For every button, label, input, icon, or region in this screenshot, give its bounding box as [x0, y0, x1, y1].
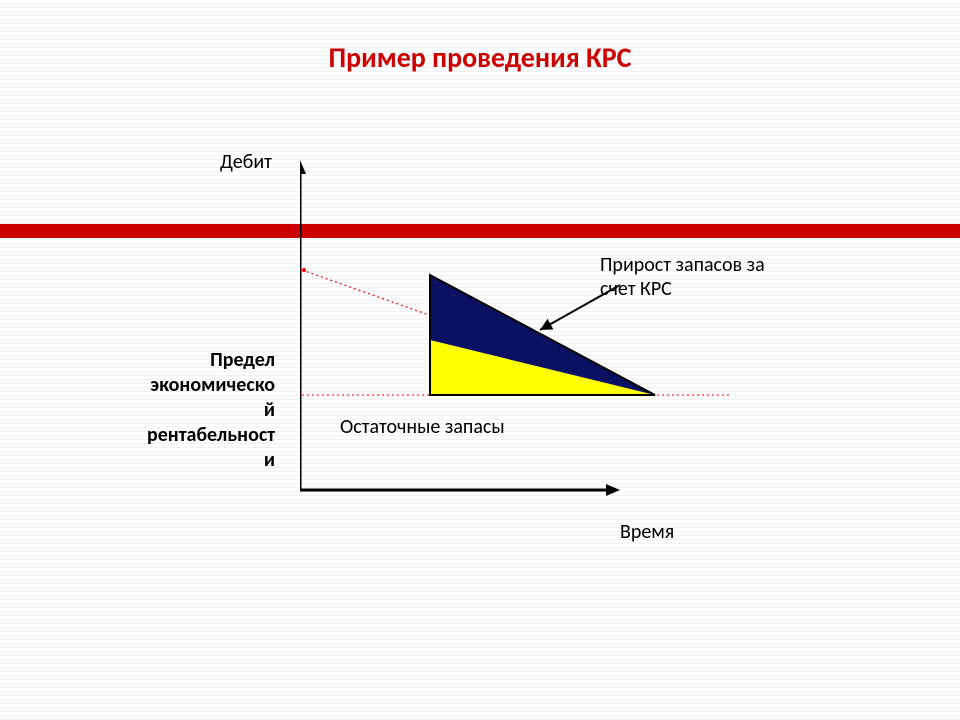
slide-container: Пример проведения КРС Дебит Время Предел… [0, 0, 960, 720]
econ-limit-label: Пределэкономическойрентабельности [65, 348, 275, 473]
y-axis-label: Дебит [220, 150, 272, 174]
chart-svg [300, 160, 730, 540]
slide-title: Пример проведения КРС [0, 40, 960, 75]
